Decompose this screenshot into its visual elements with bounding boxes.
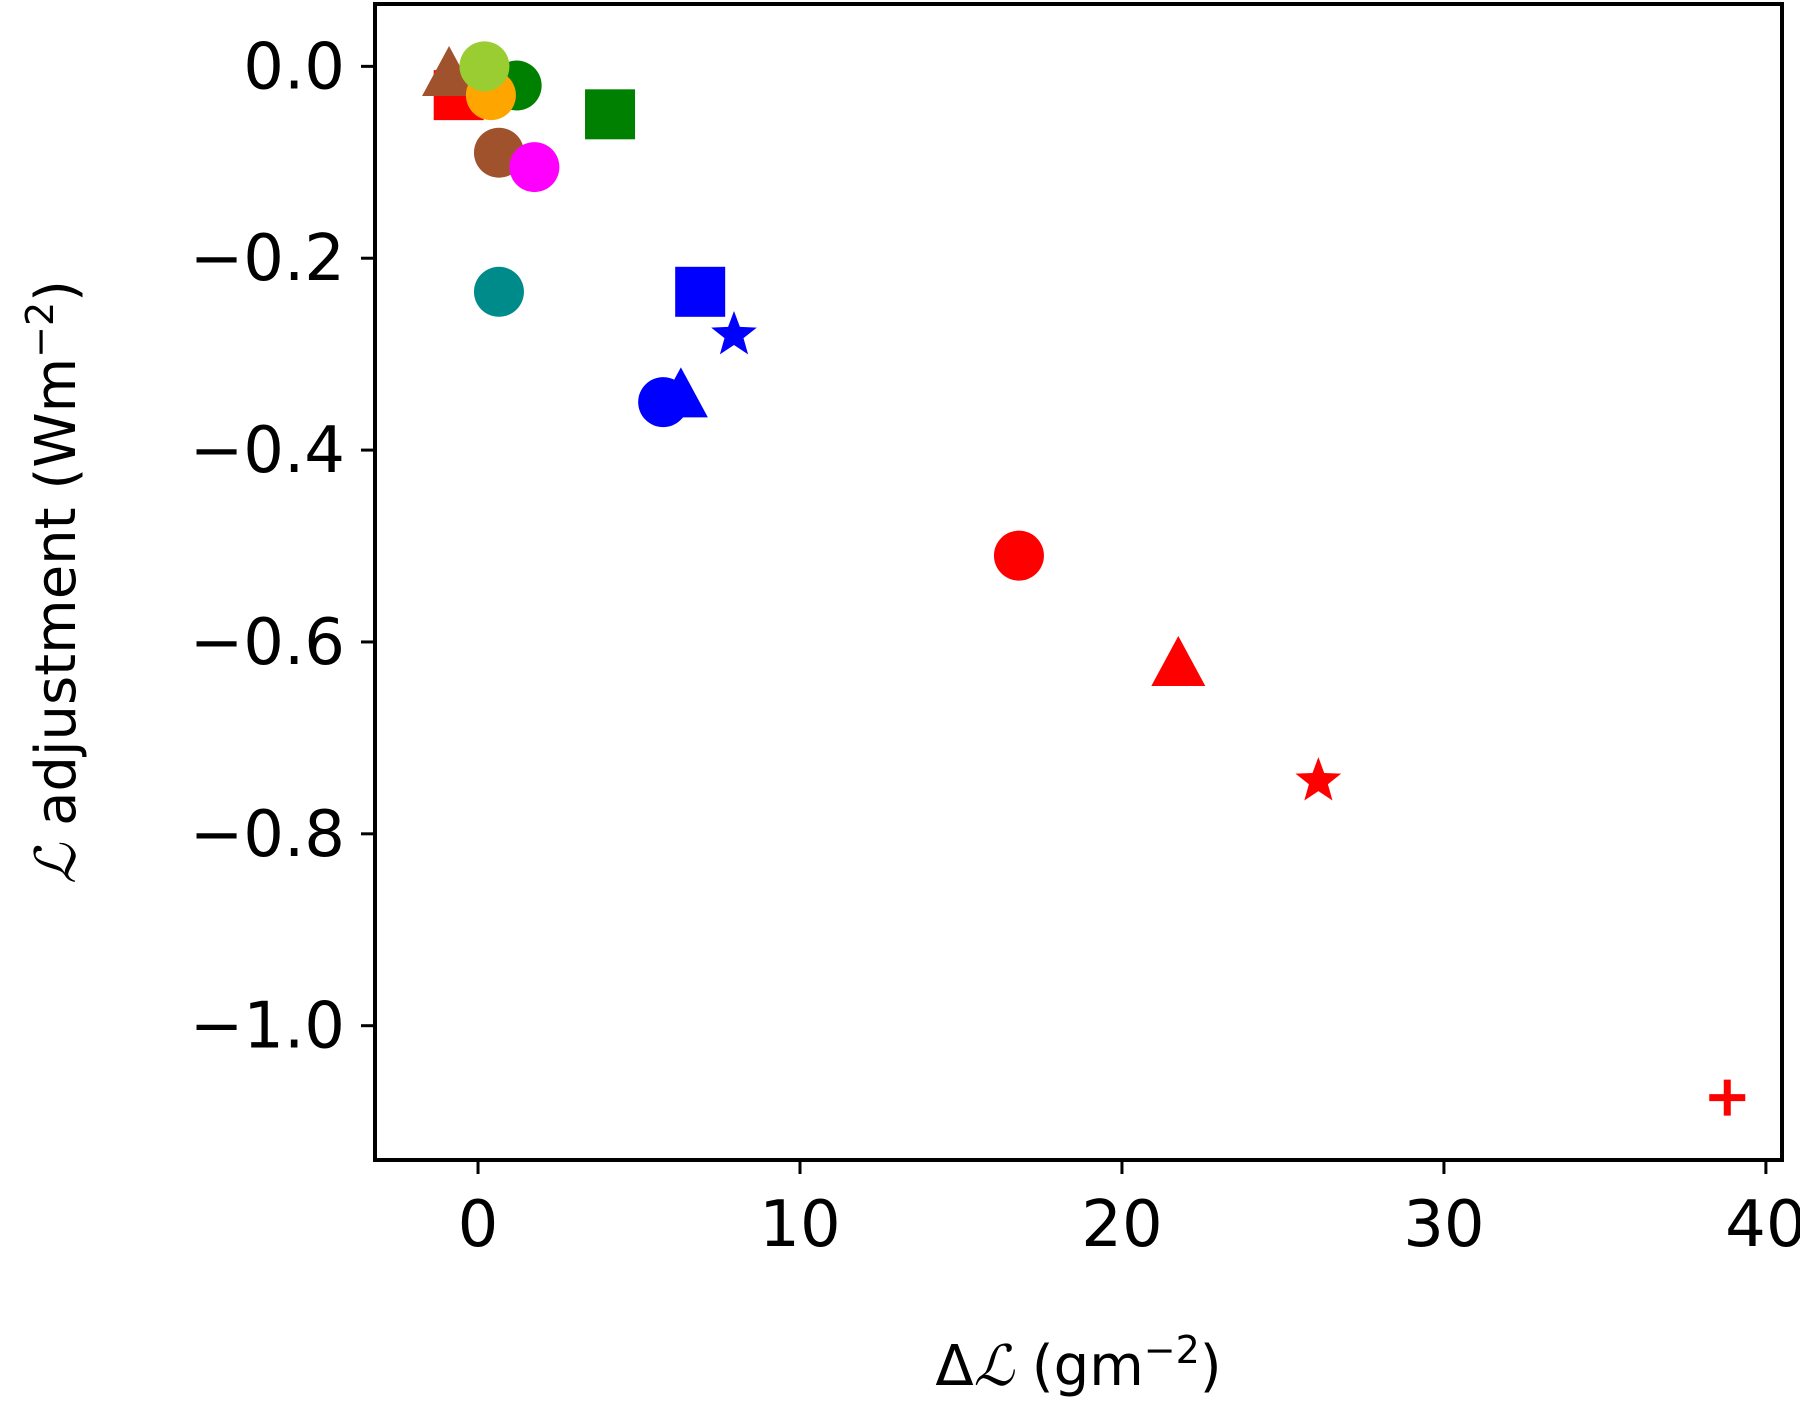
plus-marker — [1709, 1079, 1746, 1116]
y-axis-label-exponent: −2 — [18, 302, 62, 358]
x-axis-label-symbol: ℒ — [974, 1334, 1016, 1399]
y-tick-label: −0.6 — [190, 606, 345, 680]
x-tick-label: 30 — [1403, 1188, 1484, 1262]
y-tick-label: 0.0 — [243, 30, 345, 104]
circle-marker — [638, 377, 689, 428]
y-axis-label-symbol: ℒ — [24, 842, 89, 884]
x-axis: 0 10 20 30 40 — [458, 1160, 1800, 1262]
circle-marker — [993, 530, 1044, 581]
x-tick-label: 10 — [759, 1188, 840, 1262]
x-axis-label-prefix: Δ — [935, 1334, 973, 1399]
y-tick-label: −1.0 — [190, 990, 345, 1064]
y-tick-label: −0.4 — [190, 414, 345, 488]
star-marker — [711, 311, 757, 355]
square-marker — [675, 266, 726, 317]
circle-marker — [459, 41, 510, 92]
circle-marker — [473, 266, 524, 317]
circle-marker — [509, 142, 560, 193]
x-tick-label: 40 — [1725, 1188, 1800, 1262]
x-axis-label: Δℒ (gm−2) — [935, 1328, 1221, 1399]
y-axis-label-text: adjustment (Wm — [24, 358, 89, 844]
x-tick-label: 0 — [458, 1188, 499, 1262]
plot-frame — [373, 2, 1784, 1162]
data-points — [422, 41, 1746, 1116]
x-axis-label-unit: (gm — [1014, 1334, 1144, 1399]
x-axis-label-close: ) — [1200, 1334, 1222, 1399]
triangle-marker — [1151, 635, 1206, 686]
y-tick-label: −0.8 — [190, 798, 345, 872]
triangle-marker — [422, 45, 477, 96]
y-tick-label: −0.2 — [190, 222, 345, 296]
x-tick-label: 20 — [1081, 1188, 1162, 1262]
square-marker — [585, 89, 636, 140]
x-axis-label-exponent: −2 — [1144, 1328, 1200, 1372]
y-axis-label: ℒ adjustment (Wm−2) — [18, 280, 89, 884]
y-axis-label-close: ) — [24, 280, 89, 302]
star-marker — [1295, 757, 1342, 801]
y-axis: 0.0 −0.2 −0.4 −0.6 −0.8 −1.0 — [190, 30, 375, 1064]
